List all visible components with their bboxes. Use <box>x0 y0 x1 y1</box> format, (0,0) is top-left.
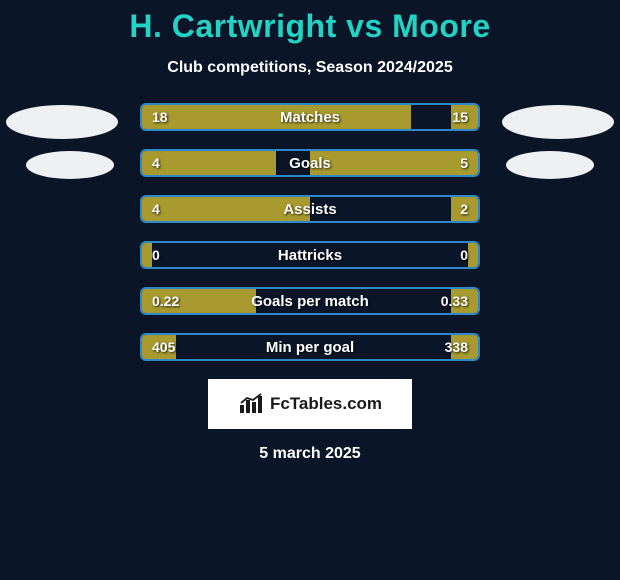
date-line: 5 march 2025 <box>0 445 620 463</box>
page-title: H. Cartwright vs Moore <box>0 8 620 45</box>
subtitle: Club competitions, Season 2024/2025 <box>0 59 620 77</box>
stat-label: Hattricks <box>142 243 478 267</box>
stat-row: 4Goals5 <box>140 149 480 177</box>
stat-value-right: 2 <box>460 197 468 221</box>
stat-value-right: 5 <box>460 151 468 175</box>
source-badge: FcTables.com <box>208 379 412 429</box>
stat-value-right: 15 <box>452 105 468 129</box>
player-right-avatar <box>502 105 614 139</box>
player-left-avatar <box>6 105 118 139</box>
chart-icon <box>238 393 264 415</box>
badge-text: FcTables.com <box>270 394 382 414</box>
stat-label: Goals <box>142 151 478 175</box>
stat-row: 18Matches15 <box>140 103 480 131</box>
stat-row: 405Min per goal338 <box>140 333 480 361</box>
stat-label: Goals per match <box>142 289 478 313</box>
stat-row: 4Assists2 <box>140 195 480 223</box>
stat-value-right: 338 <box>445 335 468 359</box>
stat-label: Matches <box>142 105 478 129</box>
stat-value-right: 0 <box>460 243 468 267</box>
stat-label: Min per goal <box>142 335 478 359</box>
club-right-badge <box>506 151 594 179</box>
stat-value-right: 0.33 <box>441 289 468 313</box>
stat-label: Assists <box>142 197 478 221</box>
club-left-badge <box>26 151 114 179</box>
stat-row: 0.22Goals per match0.33 <box>140 287 480 315</box>
comparison-container: H. Cartwright vs Moore Club competitions… <box>0 0 620 463</box>
stats-area: 18Matches15 4Goals5 4Assists2 0Hattricks0 0.… <box>0 103 620 361</box>
stat-row: 0Hattricks0 <box>140 241 480 269</box>
